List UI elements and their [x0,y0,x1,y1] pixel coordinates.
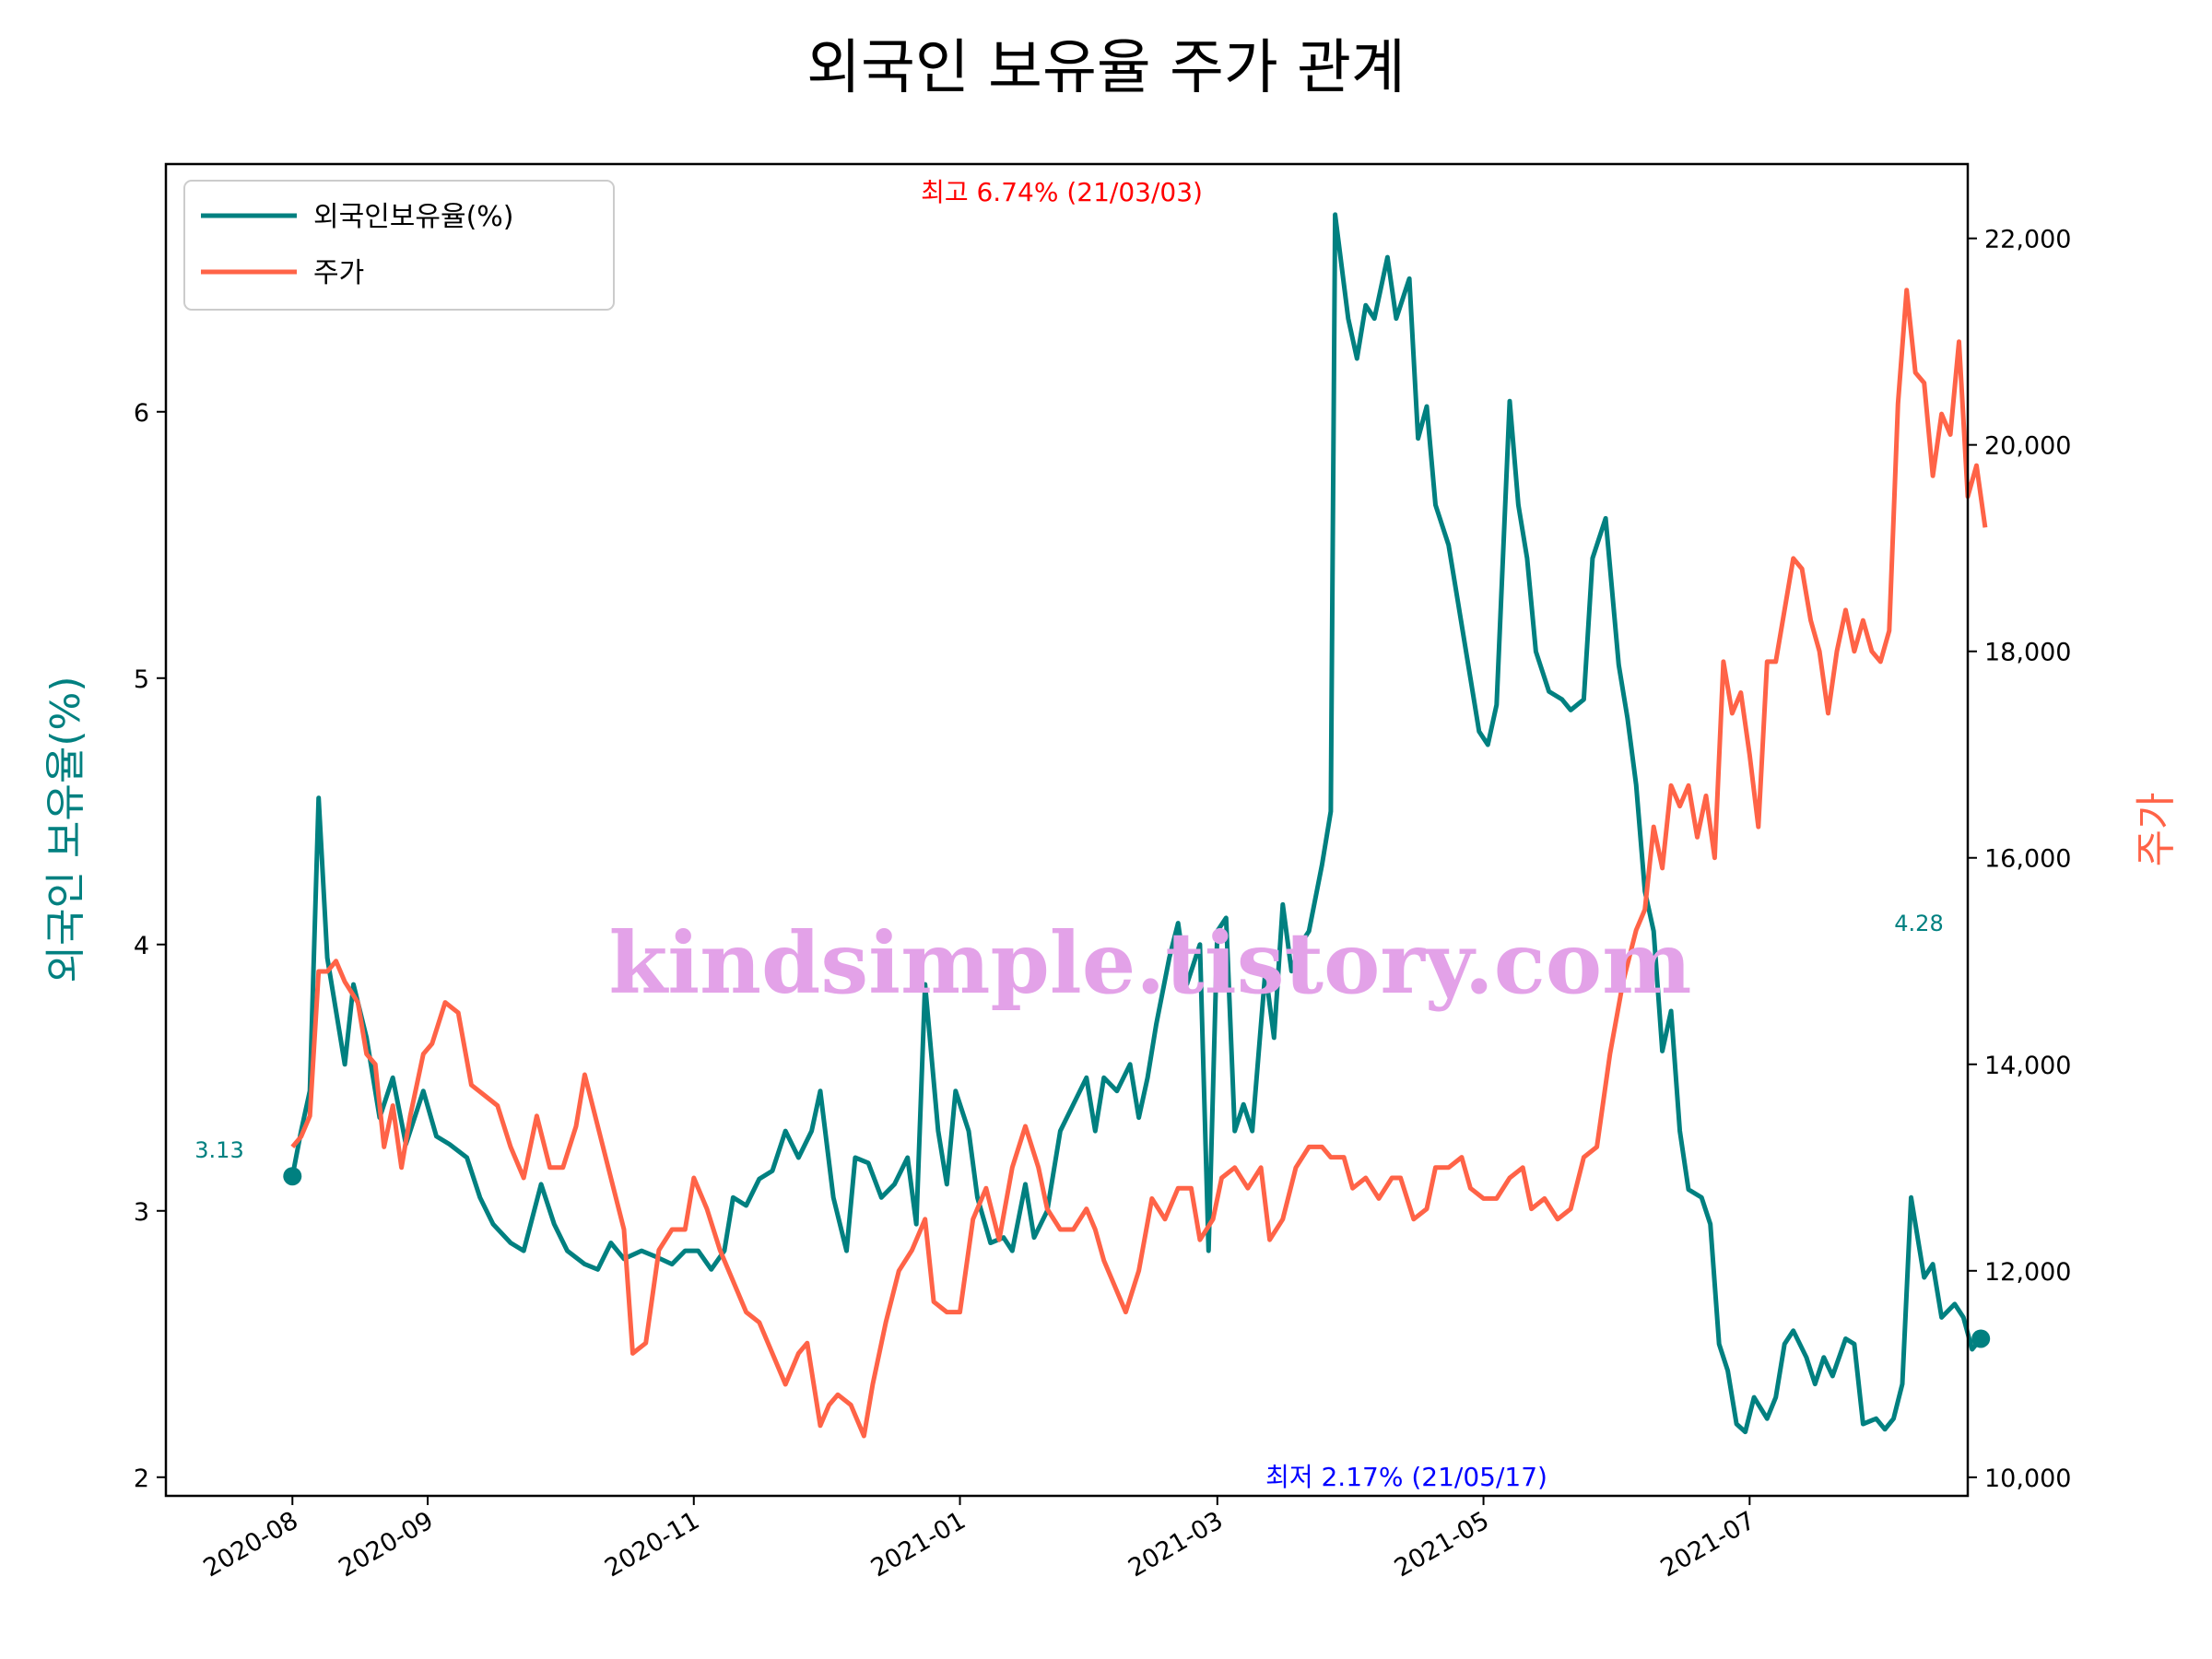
x-tick-label: 2021-01 [866,1506,971,1583]
y-right-tick-label: 14,000 [1984,1052,2071,1080]
watermark: kindsimple.tistory.com [608,913,1691,1013]
legend: 외국인보유율(%) 주가 [183,180,615,311]
y-left-tick-label: 2 [134,1465,149,1493]
plot-frame [164,162,1970,1498]
end-value-annotation: 4.28 [1894,911,1943,936]
y-right-tick-label: 12,000 [1984,1258,2071,1287]
series-line-foreign-ratio [289,212,1983,1435]
y-right-tick-label: 20,000 [1984,432,2071,461]
y-left-tick-label: 5 [134,665,149,694]
start-value-annotation: 3.13 [194,1137,243,1163]
y-right-tick-label: 18,000 [1984,639,2071,667]
x-tick-label: 2020-08 [199,1506,303,1583]
y-left-tick-label: 4 [134,932,149,960]
chart-title: 외국인 보유율 주가 관계 [806,34,1406,102]
y-axis-left-label: 외국인 보유율(%) [42,676,89,982]
min-annotation: 최저 2.17% (21/05/17) [1265,1462,1547,1492]
legend-box [183,180,615,311]
legend-label-stock-price: 주가 [313,257,364,289]
y-right-tick-label: 10,000 [1984,1465,2071,1493]
end-point-marker [1971,1329,1991,1348]
series-layer [283,212,1991,1439]
series-line-stock-price [290,288,1988,1439]
annotation-layer: 최고 6.74% (21/03/03) 최저 2.17% (21/05/17) … [194,177,1943,1492]
x-tick-label: 2021-05 [1390,1506,1494,1583]
max-annotation: 최고 6.74% (21/03/03) [921,177,1203,207]
y-axis-right-label: 주가 [2133,793,2180,867]
legend-label-foreign-ratio: 외국인보유율(%) [313,201,514,233]
y-left-tick-label: 3 [134,1198,149,1227]
y-right-tick-label: 22,000 [1984,226,2071,254]
y-left-tick-label: 6 [134,399,149,428]
x-tick-label: 2020-09 [334,1506,438,1583]
x-tick-label: 2020-11 [600,1506,704,1583]
start-point-marker [283,1167,302,1186]
x-tick-label: 2021-03 [1124,1506,1228,1583]
y-right-tick-label: 16,000 [1984,845,2071,874]
x-tick-label: 2021-07 [1656,1506,1760,1583]
